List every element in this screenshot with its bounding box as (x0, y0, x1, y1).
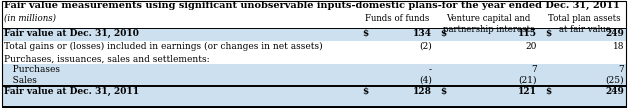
Text: Total gains or (losses) included in earnings (or changes in net assets): Total gains or (losses) included in earn… (4, 42, 323, 51)
Text: Total plan assets
at fair value: Total plan assets at fair value (548, 14, 621, 34)
Text: 20: 20 (526, 42, 537, 51)
Text: Purchases: Purchases (4, 65, 60, 74)
Text: (25): (25) (605, 76, 624, 85)
Text: (21): (21) (519, 76, 537, 85)
Text: (4): (4) (419, 76, 432, 85)
Bar (2, 54, 626, 64)
Text: $: $ (362, 87, 368, 96)
Bar (2, 86, 626, 107)
Bar (2, 41, 626, 54)
Text: 7: 7 (531, 65, 537, 74)
Text: 18: 18 (612, 42, 624, 51)
Bar (2, 0, 626, 13)
Text: (in millions): (in millions) (4, 14, 56, 23)
Text: -: - (429, 65, 432, 74)
Bar (2, 28, 626, 41)
Text: 249: 249 (605, 87, 624, 96)
Text: Venture capital and
partnership interests: Venture capital and partnership interest… (443, 14, 534, 34)
Text: $: $ (440, 87, 447, 96)
Text: $: $ (545, 29, 551, 38)
Text: 115: 115 (518, 29, 537, 38)
Text: Purchases, issuances, sales and settlements:: Purchases, issuances, sales and settleme… (4, 55, 210, 64)
Text: $: $ (362, 29, 368, 38)
Text: 249: 249 (605, 29, 624, 38)
Text: (2): (2) (420, 42, 432, 51)
Text: Sales: Sales (4, 76, 37, 85)
Text: Fair value at Dec. 31, 2011: Fair value at Dec. 31, 2011 (4, 87, 139, 96)
Text: Fair value measurements using significant unobservable inputs-domestic plans-for: Fair value measurements using significan… (4, 1, 620, 10)
Text: 134: 134 (413, 29, 432, 38)
Text: $: $ (545, 87, 551, 96)
Text: 128: 128 (413, 87, 432, 96)
Text: 7: 7 (618, 65, 624, 74)
Text: Funds of funds: Funds of funds (365, 14, 429, 23)
Text: 121: 121 (518, 87, 537, 96)
Bar (2, 64, 626, 75)
Bar (2, 13, 626, 28)
Text: $: $ (440, 29, 447, 38)
Bar (2, 75, 626, 86)
Text: Fair value at Dec. 31, 2010: Fair value at Dec. 31, 2010 (4, 29, 139, 38)
